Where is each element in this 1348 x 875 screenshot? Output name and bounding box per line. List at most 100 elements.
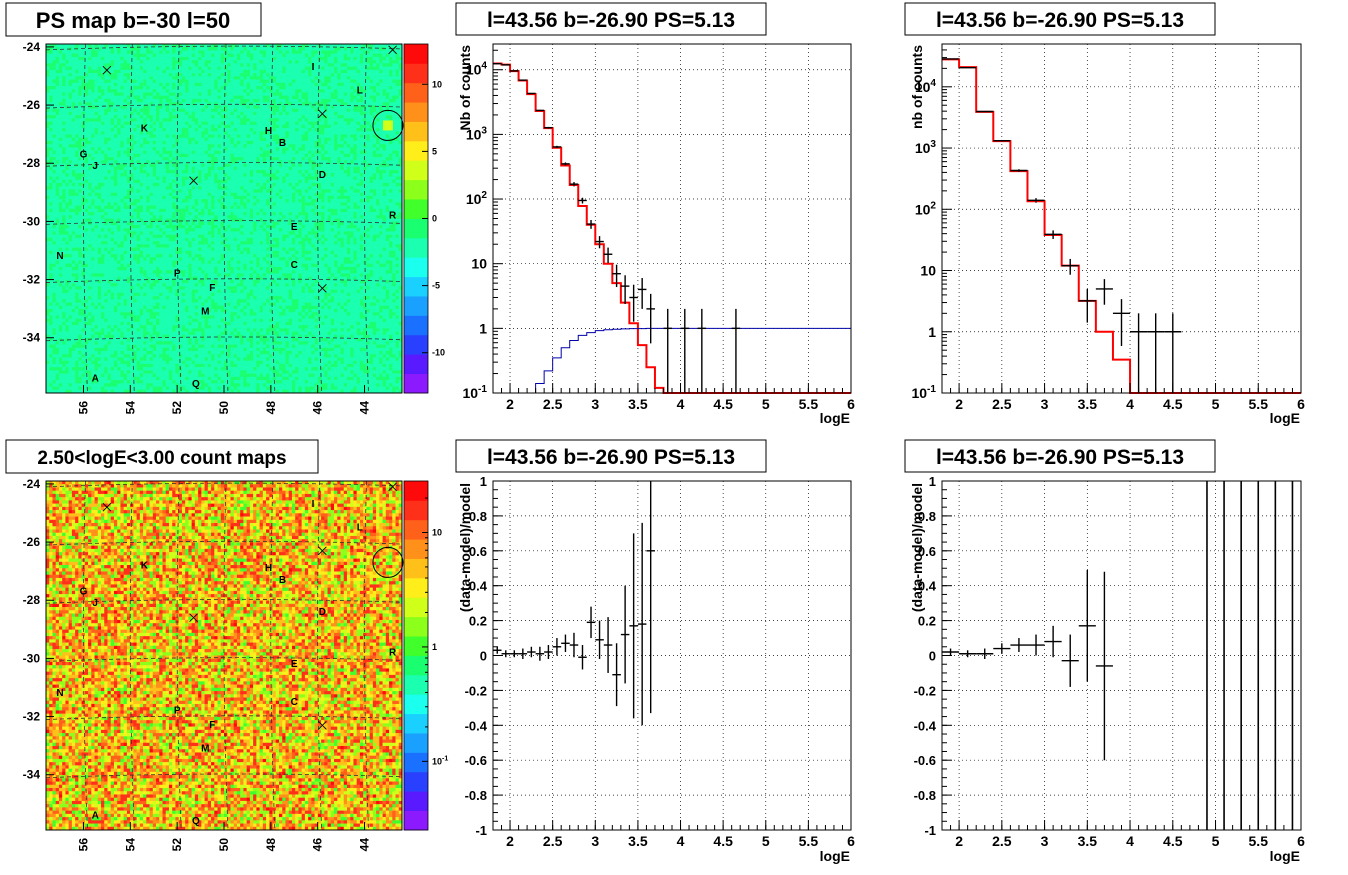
map-pixel xyxy=(52,231,56,235)
map-pixel xyxy=(65,328,69,332)
map-pixel xyxy=(137,70,141,74)
map-pixel xyxy=(104,264,108,268)
map-pixel xyxy=(153,332,157,336)
map-pixel xyxy=(88,89,92,93)
map-pixel xyxy=(159,138,163,142)
map-pixel xyxy=(91,338,95,342)
map-pixel xyxy=(163,357,167,361)
map-pixel xyxy=(107,196,111,200)
map-pixel xyxy=(185,183,189,187)
map-pixel xyxy=(195,118,199,122)
map-pixel xyxy=(91,115,95,119)
map-pixel xyxy=(98,193,102,197)
map-pixel xyxy=(127,273,131,277)
map-pixel xyxy=(166,325,170,329)
map-pixel xyxy=(85,115,89,119)
map-pixel xyxy=(124,319,128,323)
map-pixel xyxy=(85,244,89,248)
map-pixel xyxy=(175,328,179,332)
map-pixel xyxy=(169,315,173,319)
map-pixel xyxy=(46,112,50,116)
map-pixel xyxy=(56,105,60,109)
map-pixel xyxy=(69,283,73,287)
map-pixel xyxy=(91,351,95,355)
map-pixel xyxy=(117,209,121,213)
map-pixel xyxy=(95,206,99,210)
map-pixel xyxy=(143,235,147,239)
map-pixel xyxy=(114,109,118,113)
map-pixel xyxy=(72,176,76,180)
map-pixel xyxy=(124,193,128,197)
map-pixel xyxy=(169,290,173,294)
map-pixel xyxy=(91,76,95,80)
map-pixel xyxy=(98,202,102,206)
map-pixel xyxy=(101,209,105,213)
map-pixel xyxy=(185,199,189,203)
map-pixel xyxy=(75,92,79,96)
map-pixel xyxy=(82,267,86,271)
map-pixel xyxy=(85,73,89,77)
map-pixel xyxy=(56,128,60,132)
map-pixel xyxy=(69,312,73,316)
map-pixel xyxy=(65,332,69,336)
map-pixel xyxy=(65,293,69,297)
map-pixel xyxy=(59,80,63,84)
map-pixel xyxy=(62,380,66,384)
map-pixel xyxy=(91,387,95,391)
map-pixel xyxy=(49,202,53,206)
map-pixel xyxy=(49,315,53,319)
map-pixel xyxy=(75,270,79,274)
map-pixel xyxy=(98,67,102,71)
map-pixel xyxy=(46,332,50,336)
map-pixel xyxy=(117,206,121,210)
map-pixel xyxy=(159,241,163,245)
map-pixel xyxy=(88,319,92,323)
map-pixel xyxy=(95,309,99,313)
map-pixel xyxy=(182,383,186,387)
map-pixel xyxy=(169,387,173,391)
map-pixel xyxy=(120,377,124,381)
map-pixel xyxy=(137,280,141,284)
map-pixel xyxy=(117,134,121,138)
map-pixel xyxy=(46,57,50,61)
map-pixel xyxy=(137,57,141,61)
map-pixel xyxy=(175,125,179,129)
map-pixel xyxy=(46,283,50,287)
map-pixel xyxy=(52,280,56,284)
map-pixel xyxy=(65,50,69,54)
map-pixel xyxy=(172,112,176,116)
map-pixel xyxy=(69,115,73,119)
map-pixel xyxy=(65,357,69,361)
map-pixel xyxy=(188,357,192,361)
map-pixel xyxy=(52,367,56,371)
map-pixel xyxy=(166,134,170,138)
map-pixel xyxy=(114,76,118,80)
map-pixel xyxy=(127,57,131,61)
map-pixel xyxy=(163,309,167,313)
map-pixel xyxy=(65,364,69,368)
map-pixel xyxy=(104,345,108,349)
map-pixel xyxy=(88,157,92,161)
map-pixel xyxy=(75,180,79,184)
map-pixel xyxy=(107,235,111,239)
map-pixel xyxy=(179,122,183,126)
map-pixel xyxy=(124,86,128,90)
map-pixel xyxy=(117,225,121,229)
map-pixel xyxy=(182,380,186,384)
map-pixel xyxy=(185,215,189,219)
map-pixel xyxy=(49,215,53,219)
map-pixel xyxy=(133,248,137,252)
map-pixel xyxy=(101,283,105,287)
map-pixel xyxy=(124,361,128,365)
map-pixel xyxy=(72,228,76,232)
map-pixel xyxy=(166,332,170,336)
map-pixel xyxy=(98,341,102,345)
map-pixel xyxy=(156,283,160,287)
map-pixel xyxy=(56,377,60,381)
map-pixel xyxy=(104,231,108,235)
map-pixel xyxy=(111,76,115,80)
map-pixel xyxy=(150,196,154,200)
map-pixel xyxy=(56,231,60,235)
map-pixel xyxy=(127,380,131,384)
map-pixel xyxy=(88,293,92,297)
